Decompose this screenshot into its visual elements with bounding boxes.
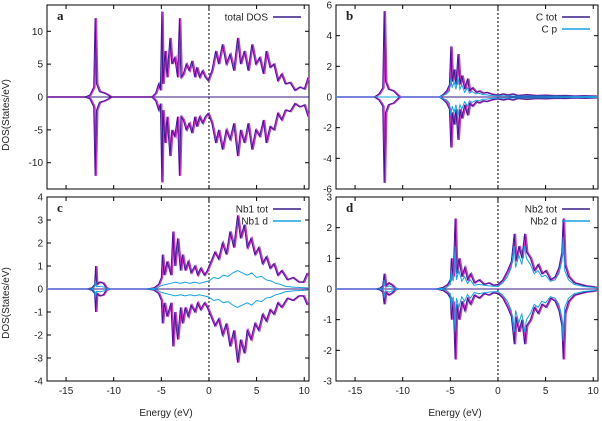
legend-label: Nb1 tot [236, 205, 268, 216]
xtick-label: -10 [395, 386, 410, 397]
legend-label: Nb2 tot [525, 205, 557, 216]
legend-label: C p [541, 25, 557, 36]
xtick-label: -15 [348, 386, 363, 397]
ytick-label: -1 [34, 308, 43, 319]
ytick-label: 0 [326, 285, 332, 296]
ytick-label: 0 [37, 93, 43, 104]
xtick-label: -15 [59, 386, 74, 397]
series-p-up [336, 77, 598, 98]
xtick-label: 0 [206, 386, 212, 397]
ytick-label: 10 [32, 27, 44, 38]
series-d-down [336, 288, 598, 342]
series-d-up [47, 270, 309, 290]
xtick-label: 10 [588, 386, 600, 397]
ytick-label: 5 [37, 60, 43, 71]
panel-label: a [57, 8, 64, 23]
ytick-label: -4 [34, 377, 43, 388]
ytick-label: -1 [323, 315, 332, 326]
ylabel-top: DOS(States/eV) [1, 79, 12, 151]
ylabel-bottom: DOS(States/eV) [1, 267, 12, 339]
ytick-label: 4 [37, 193, 43, 204]
xtick-label: -5 [446, 386, 455, 397]
panel-a: -10 -5 0 5 10 a total DOS [29, 4, 310, 190]
legend-label: C tot [536, 13, 557, 24]
xtick-label: 5 [254, 386, 260, 397]
ytick-label: 3 [326, 193, 332, 204]
series-d-down [47, 288, 309, 308]
ytick-label: 4 [326, 31, 332, 42]
series-p-down [336, 96, 598, 117]
xtick-label: -10 [106, 386, 121, 397]
panel-label: c [57, 200, 63, 215]
ytick-label: 0 [326, 93, 332, 104]
series-d-up [336, 236, 598, 290]
ytick-label: 0 [37, 285, 43, 296]
legend-label: Nb2 d [530, 217, 557, 228]
ytick-label: -5 [34, 125, 43, 136]
ytick-label: 1 [37, 262, 43, 273]
series-tot-down [336, 288, 598, 360]
panel-label: d [346, 200, 354, 215]
xtick-label: 10 [299, 386, 311, 397]
ytick-label: 2 [37, 239, 43, 250]
series-tot-down-shadow [337, 96, 599, 183]
ytick-label: 1 [326, 254, 332, 265]
ytick-label: -4 [323, 154, 332, 165]
legend-label: Nb1 d [241, 217, 268, 228]
series-tot-up-shadow [337, 11, 599, 98]
ytick-label: 2 [326, 223, 332, 234]
xtick-label: 0 [495, 386, 501, 397]
ytick-label: -2 [323, 123, 332, 134]
legend-label: total DOS [225, 13, 269, 24]
ytick-label: 3 [37, 216, 43, 227]
ytick-label: -6 [323, 185, 332, 196]
ytick-label: -10 [29, 158, 44, 169]
xlabel-right: Energy (eV) [428, 408, 481, 419]
ytick-label: 6 [326, 1, 332, 12]
ytick-label: -2 [34, 331, 43, 342]
ytick-label: 2 [326, 62, 332, 73]
series-tot-up [336, 11, 598, 98]
xlabel-left: Energy (eV) [139, 408, 192, 419]
series-tot-up [336, 218, 598, 290]
xtick-label: 5 [543, 386, 549, 397]
ytick-label: -3 [34, 354, 43, 365]
ytick-label: -3 [323, 377, 332, 388]
ytick-label: -2 [323, 346, 332, 357]
series-tot-down [47, 96, 309, 183]
panel-label: b [346, 8, 353, 23]
xtick-label: -5 [157, 386, 166, 397]
series-tot-down [336, 96, 598, 183]
